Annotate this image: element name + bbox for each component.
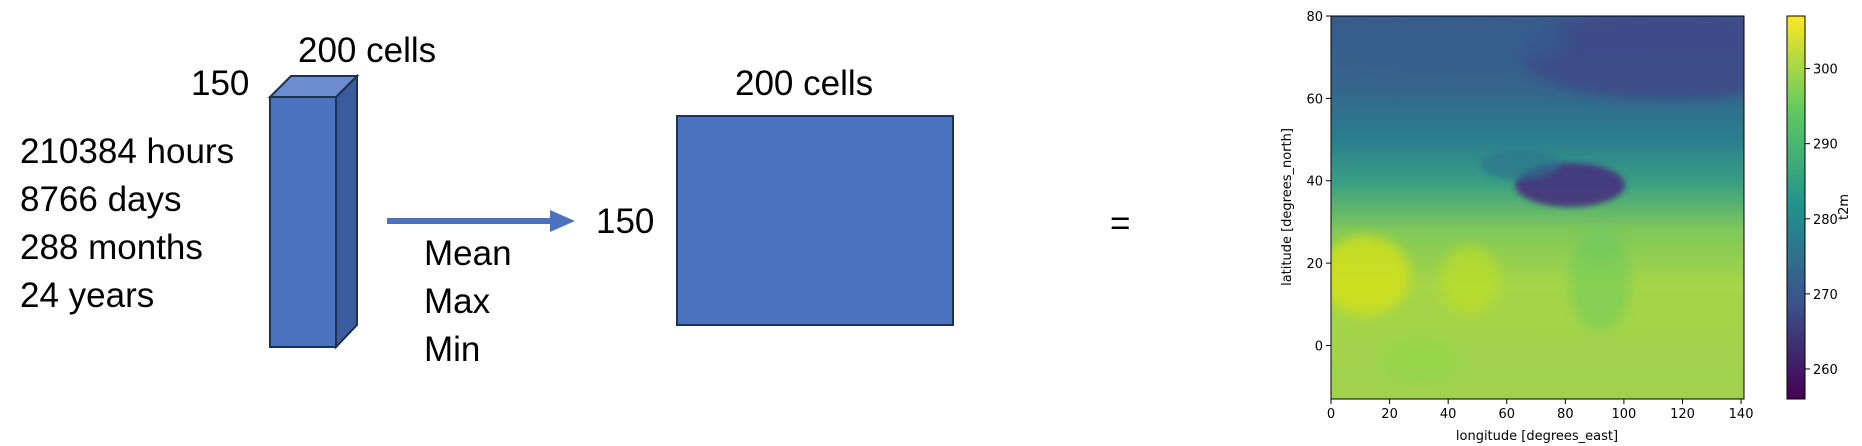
- colorbar-tick-label: 300: [1813, 63, 1838, 78]
- x-axis-label: longitude [degrees_east]: [1456, 429, 1618, 444]
- colorbar-tick-label: 260: [1813, 363, 1838, 378]
- cube-side-face: [335, 73, 358, 350]
- y-tick-label: 0: [1315, 339, 1323, 354]
- operation-max: Max: [424, 282, 491, 321]
- colorbar-tick-label: 290: [1813, 138, 1838, 153]
- colorbar-label: t2m: [1837, 194, 1852, 220]
- x-tick-label: 0: [1327, 407, 1335, 422]
- colorbar: [1786, 15, 1806, 400]
- x-tick-label: 60: [1498, 407, 1515, 422]
- cube-width-label: 200 cells: [298, 31, 437, 70]
- y-tick-label: 20: [1306, 257, 1323, 272]
- heatmap-field: [1331, 16, 1744, 399]
- time-step-hours: 210384 hours: [20, 132, 235, 171]
- cube-front-face: [269, 96, 337, 348]
- time-step-years: 24 years: [20, 276, 155, 315]
- grid-width-label: 200 cells: [735, 64, 874, 103]
- y-tick-label: 80: [1306, 10, 1323, 25]
- operation-mean: Mean: [424, 234, 512, 273]
- colorbar-tick-label: 270: [1813, 288, 1838, 303]
- x-tick-label: 20: [1381, 407, 1398, 422]
- grid-height-label: 150: [596, 202, 655, 241]
- y-axis-label: latitude [degrees_north]: [1280, 128, 1295, 286]
- x-tick-label: 140: [1729, 407, 1754, 422]
- aggregation-arrow: [387, 210, 575, 232]
- cube-depth-label: 150: [191, 64, 250, 103]
- operations-list: Mean Max Min: [424, 230, 512, 374]
- result-grid-rect: [676, 115, 954, 326]
- x-tick-label: 100: [1611, 407, 1636, 422]
- x-tick-label: 120: [1670, 407, 1695, 422]
- time-steps-list: 210384 hours 8766 days 288 months 24 yea…: [20, 128, 234, 320]
- x-tick-label: 40: [1440, 407, 1457, 422]
- time-step-months: 288 months: [20, 228, 203, 267]
- operation-min: Min: [424, 330, 481, 369]
- time-step-days: 8766 days: [20, 180, 182, 219]
- equals-sign: =: [1110, 204, 1131, 243]
- t2m-heatmap-chart: 0 20 40 60 80 100 120 140 0 20 40 60 80 longitude […: [1280, 10, 1852, 444]
- x-tick-label: 80: [1557, 407, 1574, 422]
- data-cube: [267, 73, 360, 350]
- colorbar-tick-label: 280: [1813, 213, 1838, 228]
- y-tick-label: 40: [1306, 175, 1323, 190]
- y-tick-label: 60: [1306, 92, 1323, 107]
